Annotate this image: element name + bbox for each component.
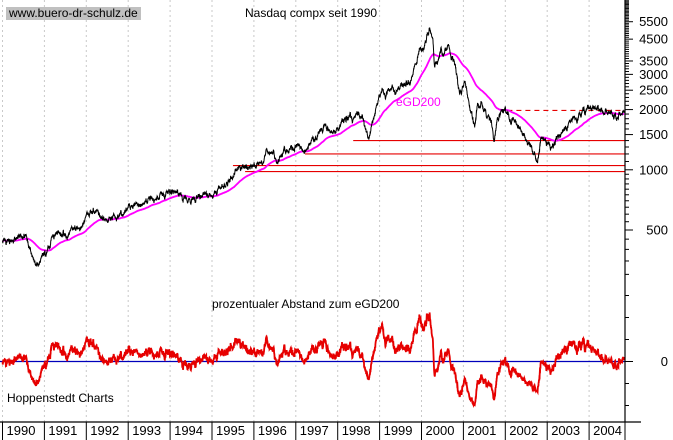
indicator-line (1, 312, 626, 409)
price-line (2, 27, 625, 268)
price-axis-label: 1000 (639, 162, 668, 177)
ema-line-label: eGD200 (396, 95, 441, 109)
website-watermark: www.buero-dr-schulz.de (6, 7, 141, 20)
year-label: 1993 (132, 423, 161, 438)
price-axis-label: 2500 (639, 83, 668, 98)
price-axis-label: 500 (646, 223, 668, 238)
gridlines (2, 0, 590, 422)
ema-line (2, 52, 625, 252)
year-label: 1997 (300, 423, 329, 438)
axis-labels: 1990 1991 1992 1993 1994 1995 1996 1997 1998 1999… (7, 14, 669, 438)
price-axis-label: 3500 (639, 53, 668, 68)
year-label: 1991 (48, 423, 77, 438)
series-lines (1, 27, 626, 409)
year-label: 1992 (90, 423, 119, 438)
year-label: 1999 (384, 423, 413, 438)
chart-title: Nasdaq compx seit 1990 (245, 6, 378, 20)
indicator-axis-label: 0 (661, 354, 668, 369)
year-label: 2003 (551, 423, 580, 438)
year-label: 1990 (7, 423, 36, 438)
price-axis-label: 1500 (639, 127, 668, 142)
year-label: 1994 (174, 423, 203, 438)
price-axis-label: 3000 (639, 67, 668, 82)
year-label: 1998 (342, 423, 371, 438)
year-label: 2004 (593, 423, 622, 438)
axes (0, 0, 641, 440)
indicator-pane-label: prozentualer Abstand zum eGD200 (212, 297, 400, 311)
year-label: 1996 (258, 423, 287, 438)
price-axis-label: 5500 (639, 14, 668, 29)
year-label: 1995 (216, 423, 245, 438)
price-axis-label: 2000 (639, 102, 668, 117)
price-axis-label: 4500 (639, 32, 668, 47)
year-label: 2001 (467, 423, 496, 438)
chart-source-label: Hoppenstedt Charts (7, 391, 114, 405)
year-label: 2000 (426, 423, 455, 438)
year-label: 2002 (509, 423, 538, 438)
